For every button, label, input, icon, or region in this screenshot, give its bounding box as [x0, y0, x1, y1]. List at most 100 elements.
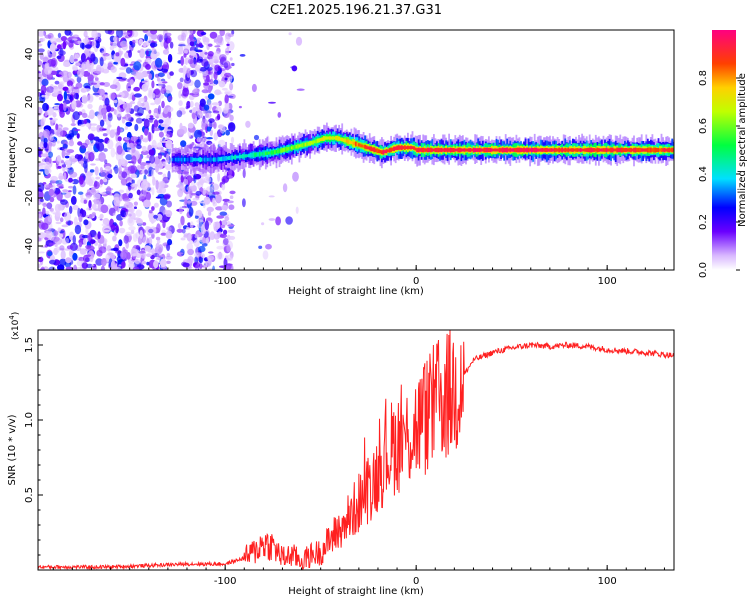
noise-blob	[134, 258, 141, 264]
ridge-cell	[594, 148, 597, 152]
noise-blob	[231, 62, 235, 67]
noise-blob	[121, 171, 128, 179]
noise-blob	[89, 123, 98, 126]
noise-blob	[98, 246, 107, 254]
ridge-cell	[272, 150, 275, 155]
noise-blob	[109, 92, 116, 101]
noise-blob	[180, 55, 184, 66]
noise-blob	[177, 128, 185, 135]
noise-blob	[99, 119, 105, 127]
noise-blob	[38, 60, 43, 67]
ridge-cell	[523, 147, 525, 153]
noise-blob	[48, 151, 53, 158]
noise-blob	[165, 210, 173, 218]
noise-blob	[99, 127, 105, 132]
ridge-cell	[569, 148, 571, 152]
noise-blob	[120, 158, 126, 165]
ridge-cell	[620, 147, 623, 153]
ridge-cell	[176, 157, 179, 162]
ridge-cell	[617, 147, 620, 153]
snr-plot-area	[38, 330, 674, 570]
noise-blob	[161, 100, 165, 109]
noise-blob	[229, 190, 236, 195]
ridge-cell	[639, 147, 641, 153]
noise-blob	[106, 245, 112, 252]
noise-blob	[124, 125, 128, 130]
noise-blob	[107, 252, 114, 256]
ridge-cell	[373, 147, 376, 153]
noise-blob	[221, 204, 229, 211]
ridge-cell	[532, 148, 535, 152]
ridge-cell	[402, 146, 405, 150]
ridge-cell	[607, 148, 609, 152]
noise-blob	[56, 155, 62, 165]
noise-blob	[194, 234, 199, 239]
noise-blob	[63, 211, 72, 222]
noise-blob	[216, 215, 225, 219]
ridge-cell	[388, 147, 391, 153]
noise-blob	[119, 129, 124, 132]
ridge-cell	[345, 139, 348, 143]
noise-blob	[74, 54, 80, 59]
ridge-cell	[491, 148, 493, 152]
ridge-cell	[489, 147, 492, 153]
noise-blob	[74, 40, 78, 44]
noise-blob	[56, 55, 62, 60]
noise-blob	[165, 85, 173, 94]
noise-blob	[125, 147, 132, 150]
noise-blob	[90, 163, 96, 166]
noise-blob	[169, 41, 174, 49]
noise-blob	[189, 39, 197, 42]
noise-blob	[85, 175, 92, 185]
ridge-cell	[258, 152, 261, 157]
noise-blob	[48, 188, 55, 196]
noise-blob	[165, 139, 173, 150]
ridge-cell	[206, 157, 209, 162]
snr-multiplier-base: (x10	[11, 319, 21, 340]
ridge-cell	[478, 147, 481, 153]
ridge-cell	[271, 150, 273, 155]
noise-blob	[86, 59, 90, 69]
ridge-cell	[457, 147, 460, 153]
noise-blob	[149, 42, 158, 48]
noise-blob	[69, 31, 73, 37]
noise-blob	[40, 266, 45, 270]
noise-blob	[98, 152, 106, 162]
noise-blob	[90, 82, 98, 85]
noise-blob	[63, 90, 68, 101]
noise-blob	[225, 129, 231, 136]
noise-blob	[38, 192, 45, 199]
noise-blob	[50, 175, 58, 182]
noise-blob	[165, 230, 173, 239]
noise-blob	[211, 102, 220, 106]
noise-blob	[148, 236, 153, 246]
spectrogram-panel: -100 0 100 -40 -20 0 20 40 Height of straight …	[7, 29, 675, 297]
ridge-cell	[326, 136, 328, 140]
noise-blob	[193, 239, 200, 247]
noise-blob	[60, 199, 68, 205]
noise-blob	[214, 89, 222, 96]
noise-blob	[132, 253, 138, 257]
noise-blob	[188, 30, 194, 36]
ridge-cell	[471, 148, 473, 152]
ridge-cell	[235, 155, 238, 159]
colorbar-tick-label: 0.4	[698, 166, 709, 182]
noise-blob	[82, 70, 91, 77]
noise-blob	[128, 49, 132, 58]
noise-blob	[187, 256, 194, 264]
noise-blob	[125, 231, 132, 237]
noise-blob	[45, 210, 50, 215]
noise-blob	[74, 129, 81, 131]
noise-blob	[49, 207, 54, 212]
noise-blob	[145, 50, 149, 56]
noise-blob	[73, 86, 79, 90]
ridge-cell	[546, 148, 548, 152]
noise-blob	[178, 252, 184, 255]
ridge-cell	[391, 147, 394, 151]
noise-blob	[162, 81, 168, 84]
noise-blob	[277, 112, 282, 118]
noise-blob	[207, 93, 215, 100]
ridge-cell	[400, 145, 403, 151]
ridge-cell	[530, 147, 533, 153]
noise-blob	[44, 62, 50, 69]
